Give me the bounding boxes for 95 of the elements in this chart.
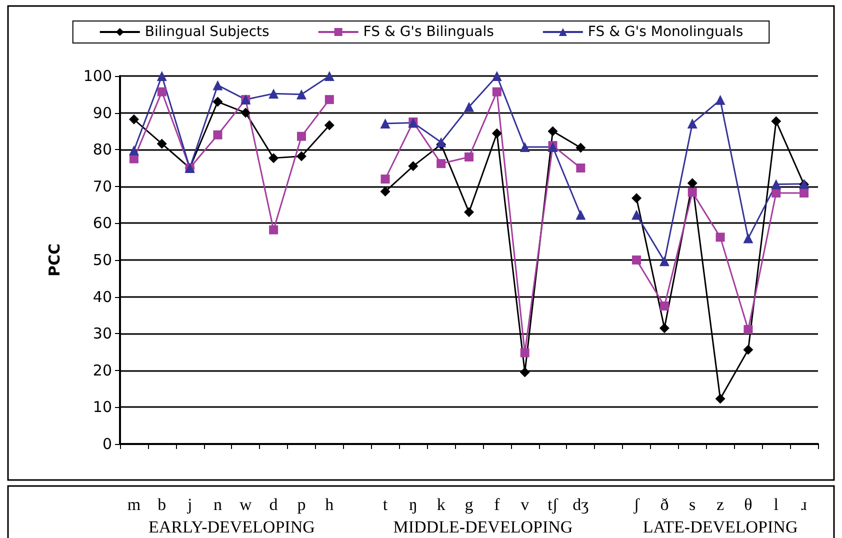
x-tick-label: k xyxy=(436,495,446,514)
point xyxy=(212,80,223,90)
x-tick-label: v xyxy=(520,495,530,514)
x-tick-label: l xyxy=(774,495,779,514)
x-tick-label: dʒ xyxy=(572,495,590,514)
legend-label: FS & G's Monolinguals xyxy=(588,24,744,40)
point xyxy=(576,210,586,220)
x-tick-label: g xyxy=(464,495,474,514)
text: LATE-DEVELOPING xyxy=(642,518,798,536)
x-tick-label: ʃ xyxy=(632,495,640,514)
y-tick-label: 80 xyxy=(92,140,112,159)
point xyxy=(743,233,754,244)
point xyxy=(632,193,642,204)
point xyxy=(296,89,306,100)
x-tick-label: j xyxy=(186,495,192,514)
point xyxy=(771,179,782,190)
point xyxy=(157,87,166,96)
x-tick-label: ɹ xyxy=(801,495,808,514)
x-tick-label: h xyxy=(325,495,334,514)
y-tick-label: 40 xyxy=(92,288,112,306)
y-tick-label: 50 xyxy=(92,251,112,269)
legend-label: FS & G's Bilinguals xyxy=(363,24,494,40)
point xyxy=(715,394,726,404)
point xyxy=(464,152,474,162)
point xyxy=(408,161,418,172)
x-tick-label: d xyxy=(269,495,278,514)
x-tick-label: m xyxy=(127,495,141,514)
x-tick-label: θ xyxy=(744,495,752,514)
point xyxy=(576,142,586,153)
point xyxy=(464,207,474,218)
y-tick-label: 20 xyxy=(92,361,112,380)
point xyxy=(715,94,726,105)
point xyxy=(687,118,698,128)
point xyxy=(240,108,251,118)
point xyxy=(464,102,474,112)
point xyxy=(659,256,670,266)
point xyxy=(771,116,782,126)
point xyxy=(380,118,390,128)
point xyxy=(520,367,530,378)
point xyxy=(268,88,279,99)
point xyxy=(156,71,167,81)
x-tick-label: b xyxy=(158,495,166,514)
point xyxy=(576,164,586,172)
y-tick-label: 10 xyxy=(92,398,112,416)
point xyxy=(268,153,279,164)
point xyxy=(380,186,390,197)
point xyxy=(296,132,306,141)
point xyxy=(492,128,502,138)
point xyxy=(492,71,502,81)
y-tick-label: 100 xyxy=(83,67,112,85)
point xyxy=(324,71,334,81)
x-tick-label: n xyxy=(213,495,222,514)
y-tick-label: 30 xyxy=(92,324,112,343)
point xyxy=(380,174,390,184)
y-axis-title: PCC xyxy=(46,243,64,277)
y-tick-label: 90 xyxy=(92,104,112,122)
x-tick-label: ŋ xyxy=(408,495,418,514)
x-tick-label: ð xyxy=(660,495,669,514)
x-tick-label: t xyxy=(382,495,388,514)
text: EARLY-DEVELOPING xyxy=(148,518,315,536)
point xyxy=(716,232,725,242)
point xyxy=(436,159,446,168)
point xyxy=(156,138,167,149)
y-tick-label: 60 xyxy=(92,214,112,232)
point xyxy=(296,151,306,162)
point xyxy=(744,325,753,334)
point xyxy=(743,344,754,355)
point xyxy=(659,323,670,334)
text: MIDDLE-DEVELOPING xyxy=(393,518,573,536)
x-tick-label: tʃ xyxy=(548,495,558,514)
x-tick-label: f xyxy=(494,495,500,514)
point xyxy=(128,114,139,124)
point xyxy=(548,126,558,136)
legend-label: Bilingual Subjects xyxy=(144,24,270,40)
point xyxy=(660,302,669,310)
point xyxy=(128,145,139,156)
point xyxy=(632,256,642,264)
point xyxy=(632,210,642,220)
point xyxy=(772,188,781,198)
point xyxy=(800,188,809,198)
point xyxy=(520,142,530,152)
point xyxy=(324,95,334,104)
x-tick-label: z xyxy=(716,495,725,514)
point xyxy=(269,225,278,234)
point xyxy=(520,348,530,358)
point xyxy=(213,130,222,140)
y-tick-label: 70 xyxy=(92,177,112,196)
point xyxy=(688,188,697,197)
point xyxy=(492,87,502,96)
x-tick-label: p xyxy=(297,495,306,514)
x-tick-label: w xyxy=(240,495,252,514)
point xyxy=(212,96,223,107)
x-tick-label: s xyxy=(689,495,696,514)
y-tick-label: 0 xyxy=(102,435,112,453)
point xyxy=(324,120,334,130)
